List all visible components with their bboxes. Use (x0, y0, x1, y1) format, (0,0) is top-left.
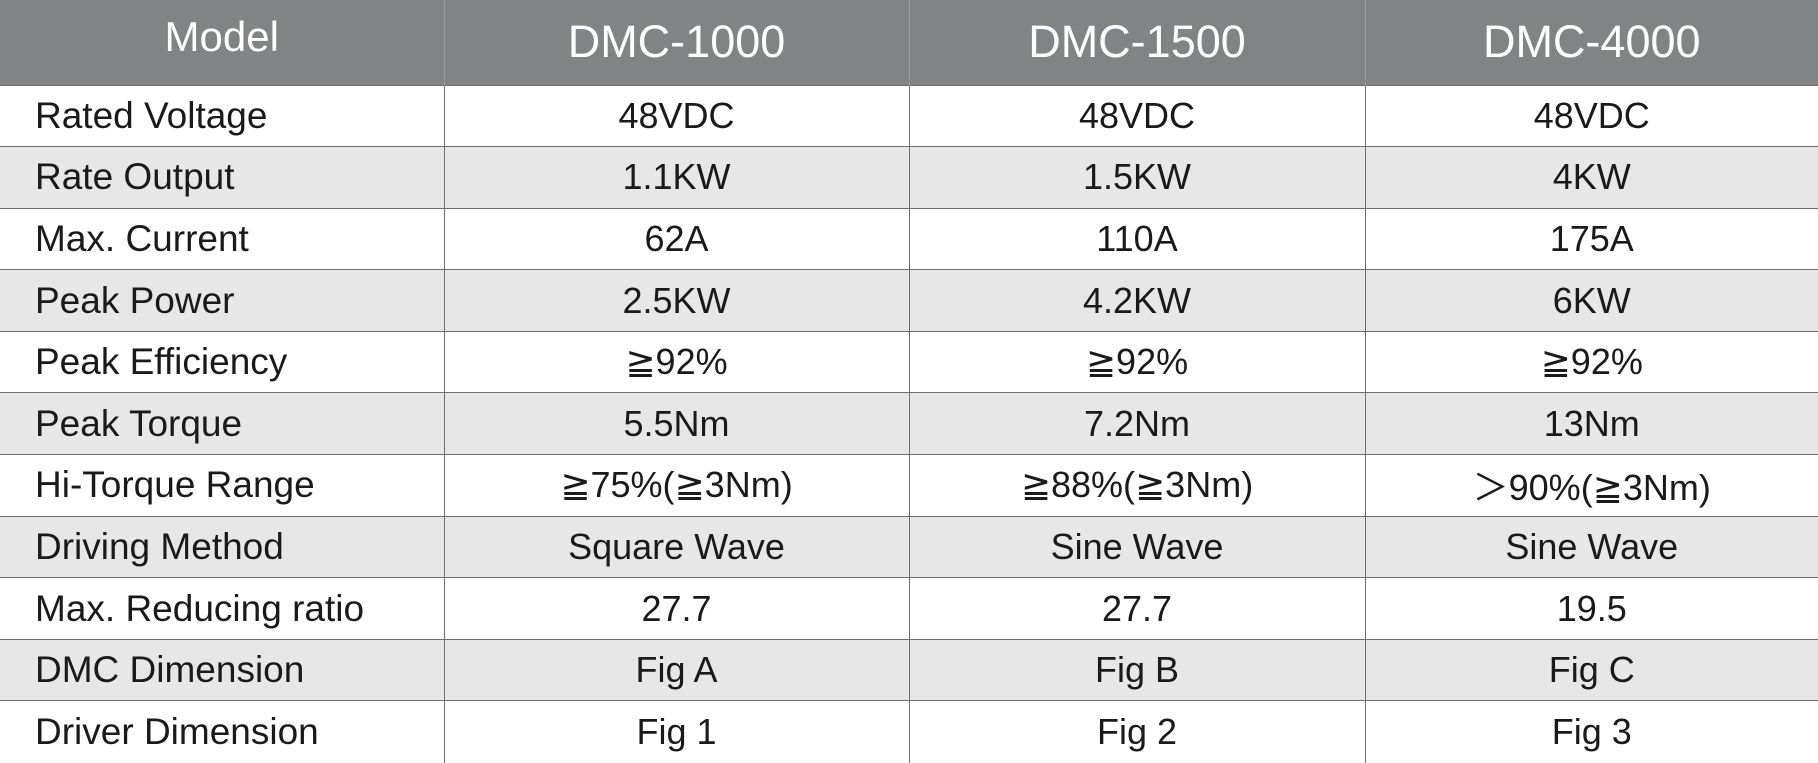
value-cell: Fig A (443, 638, 909, 701)
table-row: Rate Output 1.1KW 1.5KW 4KW (0, 146, 1818, 209)
table-row: Rated Voltage 48VDC 48VDC 48VDC (0, 84, 1818, 147)
value-cell: ≧75%(≧3Nm) (443, 454, 909, 517)
value-cell: 13Nm (1364, 392, 1818, 455)
value-cell: 1.5KW (908, 146, 1365, 209)
row-label-cell: Peak Power (0, 269, 444, 332)
value-cell: Sine Wave (1364, 515, 1818, 578)
table-row: Peak Efficiency ≧92% ≧92% ≧92% (0, 330, 1818, 393)
header-cell-dmc-1000: DMC-1000 (443, 0, 909, 85)
value-cell: Fig 2 (908, 700, 1365, 763)
header-cell-dmc-4000: DMC-4000 (1364, 0, 1818, 85)
value-cell: Fig 1 (443, 700, 909, 763)
value-cell: 110A (908, 207, 1365, 270)
value-cell: 7.2Nm (908, 392, 1365, 455)
table-row: DMC Dimension Fig A Fig B Fig C (0, 638, 1818, 701)
value-cell: 1.1KW (443, 146, 909, 209)
row-label-cell: Rated Voltage (0, 84, 444, 147)
row-label-cell: Driving Method (0, 515, 444, 578)
value-cell: 4.2KW (908, 269, 1365, 332)
value-cell: 5.5Nm (443, 392, 909, 455)
table-row: Max. Current 62A 110A 175A (0, 207, 1818, 270)
table-row: Hi-Torque Range ≧75%(≧3Nm) ≧88%(≧3Nm) ＞90%(… (0, 454, 1818, 517)
table-row: Max. Reducing ratio 27.7 27.7 19.5 (0, 577, 1818, 640)
row-label-cell: Peak Torque (0, 392, 444, 455)
row-label-cell: Driver Dimension (0, 700, 444, 763)
row-label-cell: Rate Output (0, 146, 444, 209)
value-cell: ＞90%(≧3Nm) (1364, 454, 1818, 517)
row-label-cell: DMC Dimension (0, 638, 444, 701)
value-cell: Sine Wave (908, 515, 1365, 578)
value-cell: ≧92% (908, 330, 1365, 393)
value-cell: 6KW (1364, 269, 1818, 332)
row-label-cell: Max. Current (0, 207, 444, 270)
table-body: Rated Voltage 48VDC 48VDC 48VDC Rate Output 1… (0, 84, 1818, 763)
row-label-cell: Hi-Torque Range (0, 454, 444, 517)
value-cell: ≧92% (1364, 330, 1818, 393)
value-cell: 19.5 (1364, 577, 1818, 640)
value-cell: 48VDC (1364, 84, 1818, 147)
value-cell: 27.7 (908, 577, 1365, 640)
value-cell: Square Wave (443, 515, 909, 578)
table-row: Driving Method Square Wave Sine Wave Sine W… (0, 515, 1818, 578)
row-label-cell: Max. Reducing ratio (0, 577, 444, 640)
header-cell-model: Model (0, 0, 444, 85)
value-cell: Fig B (908, 638, 1365, 701)
table-header-row: Model DMC-1000 DMC-1500 DMC-4000 (0, 0, 1818, 85)
table-row: Driver Dimension Fig 1 Fig 2 Fig 3 (0, 700, 1818, 763)
table-row: Peak Torque 5.5Nm 7.2Nm 13Nm (0, 392, 1818, 455)
value-cell: 4KW (1364, 146, 1818, 209)
value-cell: 175A (1364, 207, 1818, 270)
row-label-cell: Peak Efficiency (0, 330, 444, 393)
value-cell: 27.7 (443, 577, 909, 640)
value-cell: ≧92% (443, 330, 909, 393)
value-cell: 62A (443, 207, 909, 270)
value-cell: 48VDC (908, 84, 1365, 147)
value-cell: ≧88%(≧3Nm) (908, 454, 1365, 517)
header-cell-dmc-1500: DMC-1500 (908, 0, 1365, 85)
value-cell: 2.5KW (443, 269, 909, 332)
value-cell: Fig 3 (1364, 700, 1818, 763)
table-row: Peak Power 2.5KW 4.2KW 6KW (0, 269, 1818, 332)
value-cell: 48VDC (443, 84, 909, 147)
value-cell: Fig C (1364, 638, 1818, 701)
